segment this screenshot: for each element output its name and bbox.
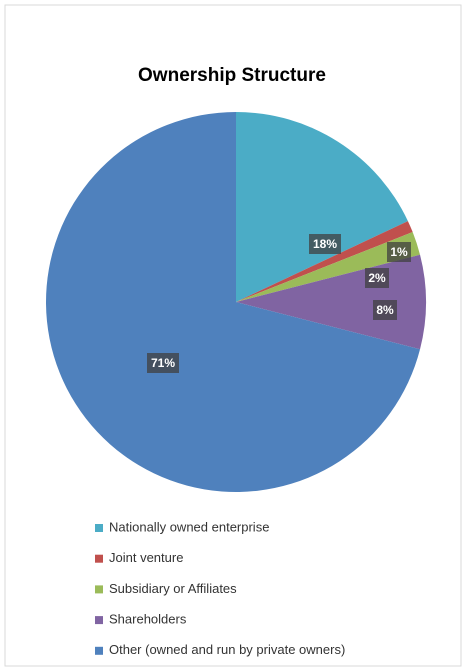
data-label-box — [147, 353, 179, 373]
legend-swatch — [95, 646, 103, 655]
legend-swatch — [95, 616, 103, 625]
pie-slice — [236, 112, 408, 302]
data-label-box — [373, 300, 397, 320]
legend-swatch — [95, 585, 103, 594]
chart-title: Ownership Structure — [138, 65, 326, 86]
legend-label: Shareholders — [109, 612, 187, 627]
data-label: 2% — [368, 271, 386, 285]
data-label: 71% — [151, 356, 175, 370]
data-label-box — [387, 242, 411, 262]
data-label: 18% — [313, 237, 337, 251]
data-label: 8% — [376, 303, 394, 317]
pie-slice — [236, 221, 413, 302]
pie-slice — [236, 232, 421, 302]
legend-label: Subsidiary or Affiliates — [109, 581, 237, 596]
legend-label: Nationally owned enterprise — [109, 519, 269, 534]
data-label: 1% — [390, 245, 408, 259]
pie-slice — [46, 112, 421, 492]
legend-label: Joint venture — [109, 550, 183, 565]
legend-swatch — [95, 524, 103, 532]
legend-label: Other (owned and run by private owners) — [109, 642, 345, 657]
data-label-box — [365, 268, 389, 288]
data-label-box — [309, 234, 341, 254]
legend-swatch — [95, 554, 103, 563]
